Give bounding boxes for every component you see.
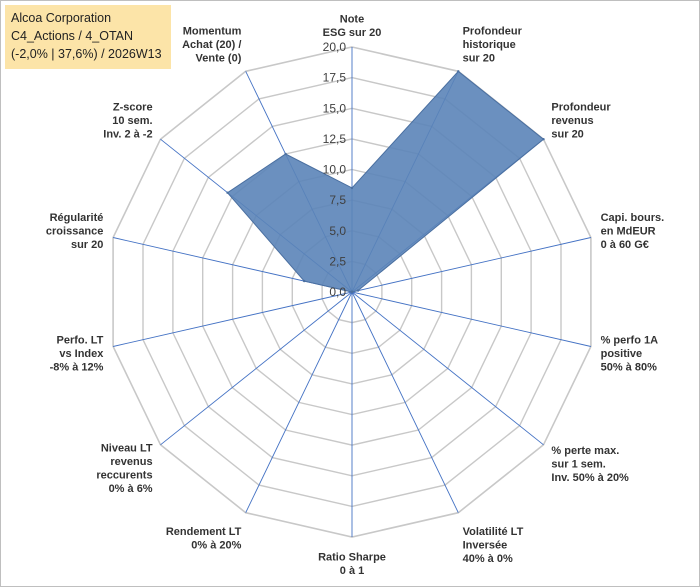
axis-label: Régularité	[50, 212, 104, 224]
axis-label: Achat (20) /	[182, 39, 241, 51]
series-point	[284, 152, 287, 156]
axis-label: % perte max.	[551, 445, 619, 457]
axis-label: Z-score	[113, 102, 153, 114]
axis-label: Ratio Sharpe	[318, 552, 386, 564]
axis-label: Inversée	[463, 540, 508, 552]
tick-label: 7,5	[329, 193, 346, 207]
tick-label: 0,0	[329, 285, 346, 299]
axis-spoke	[160, 291, 353, 446]
radial-tick-labels: 0,0 2,5 5,0 7,5 10,0 12,5 15,0 17,5 20,0	[323, 40, 347, 299]
series-point	[542, 138, 545, 141]
chart-title-box: Alcoa Corporation C4_Actions / 4_OTAN (-…	[5, 5, 171, 69]
axis-label: % perfo 1A	[601, 335, 659, 347]
axis-label: sur 20	[71, 239, 103, 251]
axis-label: 0 à 60 G€	[601, 239, 649, 251]
axis-spoke	[351, 237, 592, 293]
axis-spoke	[351, 291, 544, 446]
axis-label: 0% à 6%	[109, 483, 153, 495]
tick-label: 2,5	[329, 254, 346, 268]
company-name: Alcoa Corporation	[11, 11, 112, 25]
axis-label: Profondeur	[463, 25, 523, 37]
axis-spoke	[245, 291, 353, 513]
series-point	[303, 279, 306, 283]
tick-label: 12,5	[323, 132, 347, 146]
axis-label: 10 sem.	[112, 115, 152, 127]
axis-label: croissance	[46, 226, 103, 238]
tick-label: 15,0	[323, 101, 347, 115]
axis-label: Volatilité LT	[463, 526, 524, 538]
axis-label: Inv. 2 à -2	[103, 129, 152, 141]
axis-label: 40% à 0%	[463, 553, 513, 565]
axis-label: sur 1 sem.	[551, 458, 605, 470]
category-label: C4_Actions / 4_OTAN	[11, 29, 134, 43]
axis-label: 0% à 20%	[191, 540, 241, 552]
axis-label: revenus	[551, 115, 593, 127]
axis-label: Note	[340, 14, 364, 26]
tick-label: 20,0	[323, 40, 347, 54]
axis-spoke	[112, 291, 353, 347]
axis-label: Niveau LT	[101, 442, 153, 454]
axis-spoke	[351, 291, 592, 347]
axis-label: en MdEUR	[601, 226, 656, 238]
axis-label: positive	[601, 348, 643, 360]
axis-label: historique	[463, 39, 516, 51]
axis-label: Profondeur	[551, 102, 611, 114]
tick-label: 5,0	[329, 224, 346, 238]
axis-label: Inv. 50% à 20%	[551, 472, 629, 484]
axis-spoke	[351, 291, 459, 513]
radar-series	[226, 70, 545, 294]
axis-label: ESG sur 20	[323, 27, 382, 39]
axis-label: vs Index	[59, 348, 104, 360]
axis-label: reccurents	[96, 469, 152, 481]
series-point	[356, 289, 360, 292]
axis-label: revenus	[110, 456, 152, 468]
series-point	[350, 290, 354, 294]
axis-label: -8% à 12%	[50, 362, 104, 374]
axis-label: 50% à 80%	[601, 362, 657, 374]
axis-label: Vente (0)	[196, 52, 242, 64]
axis-label: Capi. bours.	[601, 212, 665, 224]
axis-label: sur 20	[551, 129, 583, 141]
tick-label: 17,5	[323, 71, 347, 85]
series-point	[226, 191, 229, 194]
axis-label: Rendement LT	[166, 526, 242, 538]
axis-label: Momentum	[183, 25, 242, 37]
axis-label: 0 à 1	[340, 565, 364, 577]
performance-info: (-2,0% | 37,6%) / 2026W13	[11, 47, 162, 61]
tick-label: 10,0	[323, 163, 347, 177]
series-point	[350, 186, 354, 190]
series-point	[457, 70, 460, 73]
axis-label: sur 20	[463, 52, 495, 64]
axis-label: Perfo. LT	[57, 335, 104, 347]
